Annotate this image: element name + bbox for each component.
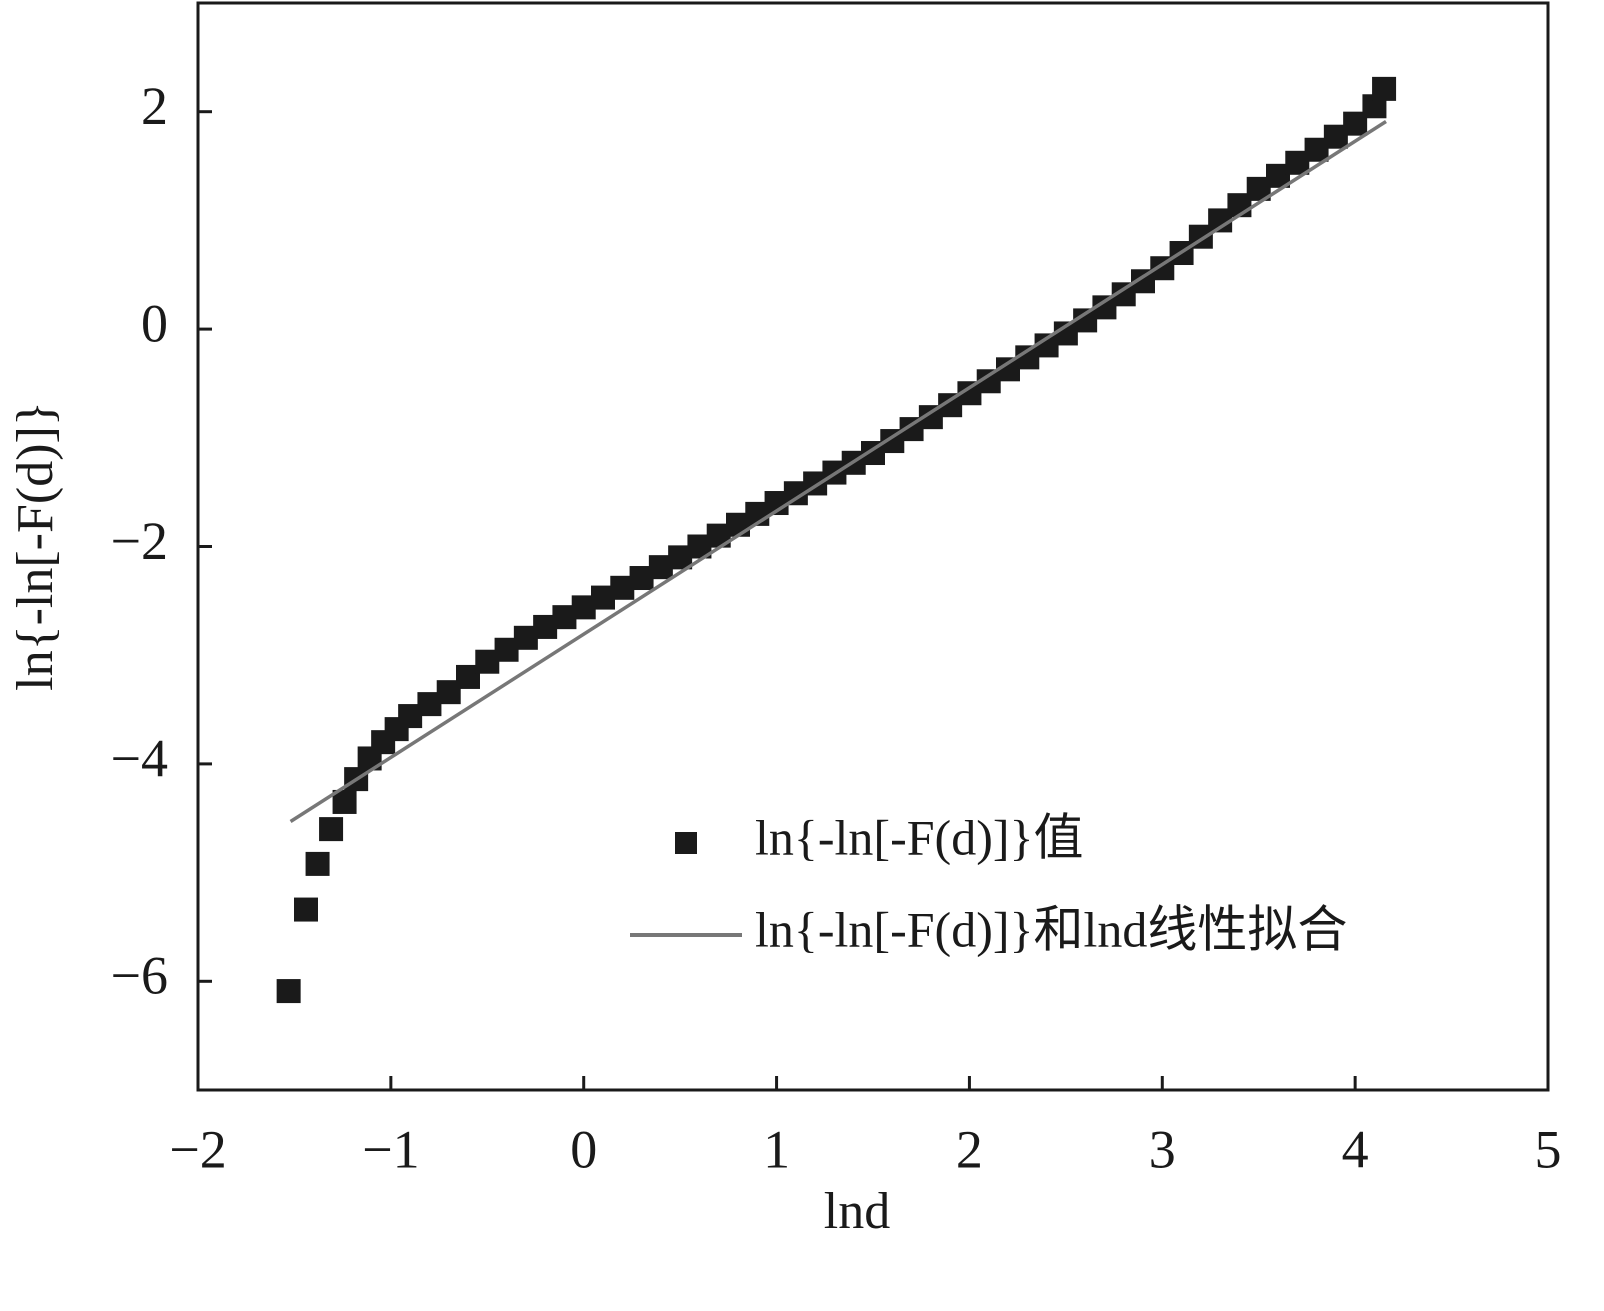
data-point xyxy=(319,817,344,842)
data-point xyxy=(1372,76,1397,101)
x-tick-label: 1 xyxy=(763,1119,790,1179)
legend-label: ln{-ln[-F(d)]}和lnd线性拟合 xyxy=(755,901,1347,957)
x-tick-label: 0 xyxy=(570,1119,597,1179)
x-tick-label: 3 xyxy=(1149,1119,1176,1179)
y-tick-label: 0 xyxy=(141,293,168,353)
y-tick-label: −2 xyxy=(111,511,168,571)
x-tick-label: 2 xyxy=(956,1119,983,1179)
data-point xyxy=(1015,345,1040,370)
x-axis-label: lnd xyxy=(824,1183,890,1240)
x-tick-label: 4 xyxy=(1342,1119,1369,1179)
data-point xyxy=(305,851,330,876)
x-tick-label: −1 xyxy=(362,1119,419,1179)
x-tick-label: −2 xyxy=(169,1119,226,1179)
data-point xyxy=(294,897,318,922)
y-tick-label: −4 xyxy=(111,728,168,788)
y-axis-label: ln{-ln[-F(d)]} xyxy=(7,401,64,691)
y-tick-label: −6 xyxy=(111,946,168,1006)
data-point xyxy=(276,979,301,1004)
data-point xyxy=(1323,124,1348,149)
legend-label: ln{-ln[-F(d)]}值 xyxy=(755,809,1084,865)
fit-line xyxy=(289,120,1387,823)
y-tick-label: 2 xyxy=(141,76,168,136)
legend-marker xyxy=(675,832,697,854)
x-tick-label: 5 xyxy=(1535,1119,1562,1179)
data-point xyxy=(494,637,519,662)
